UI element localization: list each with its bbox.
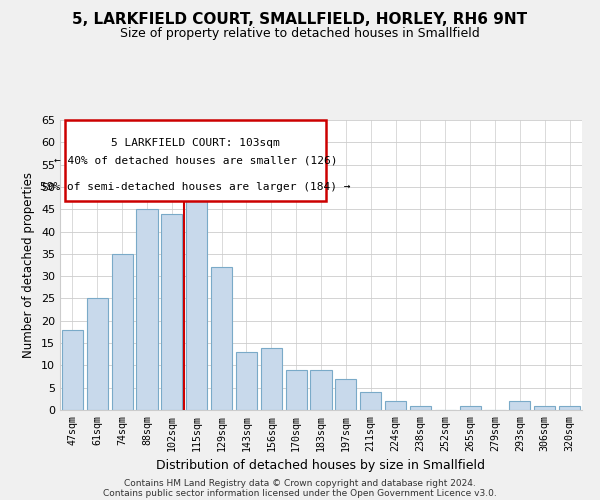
Text: Contains public sector information licensed under the Open Government Licence v3: Contains public sector information licen… [103, 488, 497, 498]
Y-axis label: Number of detached properties: Number of detached properties [22, 172, 35, 358]
Bar [460, 406, 481, 410]
Text: 5, LARKFIELD COURT, SMALLFIELD, HORLEY, RH6 9NT: 5, LARKFIELD COURT, SMALLFIELD, HORLEY, … [73, 12, 527, 28]
Bar [335, 379, 356, 410]
Text: 5 LARKFIELD COURT: 103sqm: 5 LARKFIELD COURT: 103sqm [112, 138, 280, 148]
Bar [62, 330, 83, 410]
Bar [186, 182, 207, 410]
Bar [310, 370, 332, 410]
Bar [385, 401, 406, 410]
Text: Contains HM Land Registry data © Crown copyright and database right 2024.: Contains HM Land Registry data © Crown c… [124, 478, 476, 488]
Text: 59% of semi-detached houses are larger (184) →: 59% of semi-detached houses are larger (… [40, 182, 351, 192]
Bar [286, 370, 307, 410]
Bar [261, 348, 282, 410]
Bar [410, 406, 431, 410]
Bar [559, 406, 580, 410]
FancyBboxPatch shape [65, 120, 326, 201]
Text: Size of property relative to detached houses in Smallfield: Size of property relative to detached ho… [120, 28, 480, 40]
Bar [509, 401, 530, 410]
Bar [211, 267, 232, 410]
Bar [360, 392, 381, 410]
Bar [136, 209, 158, 410]
Bar [236, 352, 257, 410]
Bar [161, 214, 182, 410]
Bar [534, 406, 555, 410]
Text: ← 40% of detached houses are smaller (126): ← 40% of detached houses are smaller (12… [54, 156, 337, 166]
X-axis label: Distribution of detached houses by size in Smallfield: Distribution of detached houses by size … [157, 459, 485, 472]
Bar [112, 254, 133, 410]
Bar [87, 298, 108, 410]
